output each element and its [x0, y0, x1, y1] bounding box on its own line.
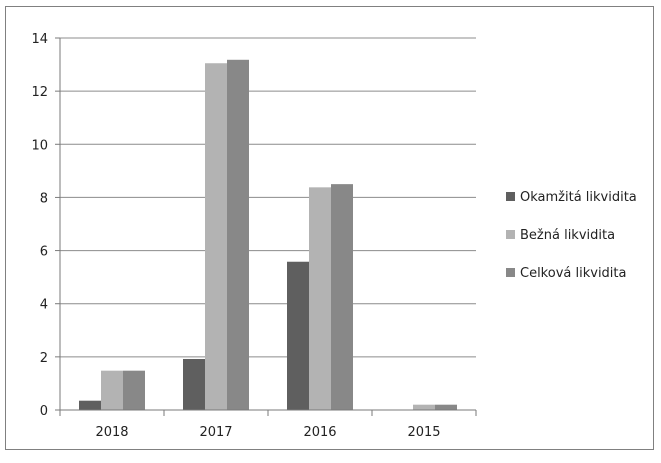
bar — [227, 59, 249, 410]
y-tick-label: 8 — [40, 191, 48, 206]
y-tick-label: 14 — [31, 32, 48, 47]
legend-label: Celková likvidita — [520, 266, 626, 281]
axes: 0 2 4 6 8 10 12 14 2018 2017 2016 2015 — [31, 32, 477, 440]
bar — [123, 370, 145, 410]
chart-frame: 0 2 4 6 8 10 12 14 2018 2017 2016 2015 Okamžitá lik… — [5, 6, 654, 450]
bar — [205, 63, 227, 410]
gridlines — [60, 37, 476, 358]
y-tick-label: 12 — [31, 85, 48, 100]
bar — [331, 184, 353, 410]
x-tick-label: 2018 — [95, 425, 128, 440]
x-tick-label: 2017 — [199, 425, 232, 440]
x-tick-label: 2015 — [407, 425, 440, 440]
y-tick-label: 4 — [40, 298, 48, 313]
legend-swatch — [506, 192, 515, 201]
bar — [79, 400, 101, 410]
bar — [183, 358, 205, 410]
bar — [435, 404, 457, 410]
bar — [309, 187, 331, 410]
bars — [79, 59, 457, 410]
y-tick-label: 2 — [40, 351, 48, 366]
x-tick-label: 2016 — [303, 425, 336, 440]
legend-swatch — [506, 268, 515, 277]
legend-swatch — [506, 230, 515, 239]
legend-label: Bežná likvidita — [520, 228, 615, 243]
legend: Okamžitá likvidita Bežná likvidita Celková… — [506, 190, 637, 281]
bar — [101, 370, 123, 410]
bar-chart: 0 2 4 6 8 10 12 14 2018 2017 2016 2015 Okamžitá lik… — [31, 32, 637, 440]
y-tick-label: 0 — [40, 404, 48, 419]
y-tick-label: 6 — [40, 245, 48, 260]
bar — [413, 404, 435, 410]
y-tick-label: 10 — [31, 138, 48, 153]
legend-label: Okamžitá likvidita — [520, 190, 637, 205]
bar — [287, 261, 309, 410]
